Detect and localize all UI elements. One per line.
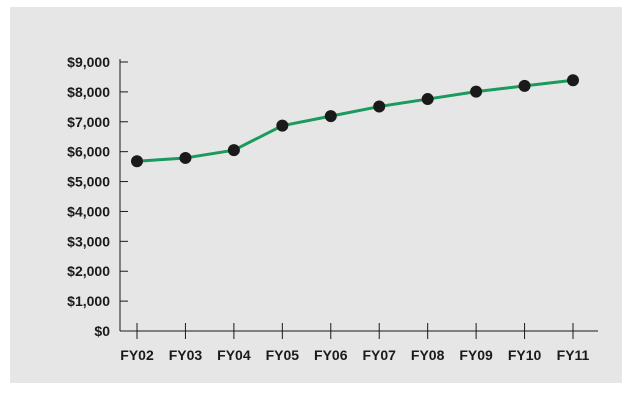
x-tick-label: FY06 [314, 347, 348, 363]
x-tick-label: FY11 [557, 347, 590, 363]
y-tick-label: $8,000 [67, 84, 110, 100]
y-tick-label: $0 [94, 323, 110, 339]
y-tick-label: $2,000 [67, 263, 110, 279]
y-tick-label: $7,000 [67, 114, 110, 130]
data-point [421, 93, 434, 106]
data-point [373, 100, 386, 113]
x-tick-label: FY09 [459, 347, 493, 363]
y-tick-label: $4,000 [67, 203, 110, 219]
data-point [567, 74, 579, 87]
x-tick-label: FY10 [508, 347, 542, 363]
line-chart: $0 $1,000 $2,000 $3,000 $4,000 $5,000 $6,000 $7… [67, 54, 598, 363]
y-tick-label: $3,000 [67, 233, 110, 249]
chart-panel: $0 $1,000 $2,000 $3,000 $4,000 $5,000 $6,000 $7… [10, 7, 622, 383]
data-point [227, 144, 240, 157]
y-tick-label: $9,000 [67, 54, 110, 70]
x-tick-label: FY08 [411, 347, 445, 363]
y-tick-label: $5,000 [67, 174, 110, 190]
data-point [324, 110, 337, 123]
x-tick-label: FY04 [217, 347, 251, 363]
x-tick-label: FY07 [362, 347, 396, 363]
data-point [470, 85, 483, 98]
data-point [518, 79, 531, 92]
series-line [136, 78, 574, 163]
x-tick-label: FY05 [266, 347, 300, 363]
data-point [131, 155, 143, 168]
x-tick-label: FY02 [120, 347, 154, 363]
x-tick-label: FY03 [169, 347, 203, 363]
data-point [179, 151, 192, 164]
y-tick-label: $1,000 [67, 293, 110, 309]
y-tick-label: $6,000 [67, 144, 110, 160]
data-point [276, 119, 289, 132]
